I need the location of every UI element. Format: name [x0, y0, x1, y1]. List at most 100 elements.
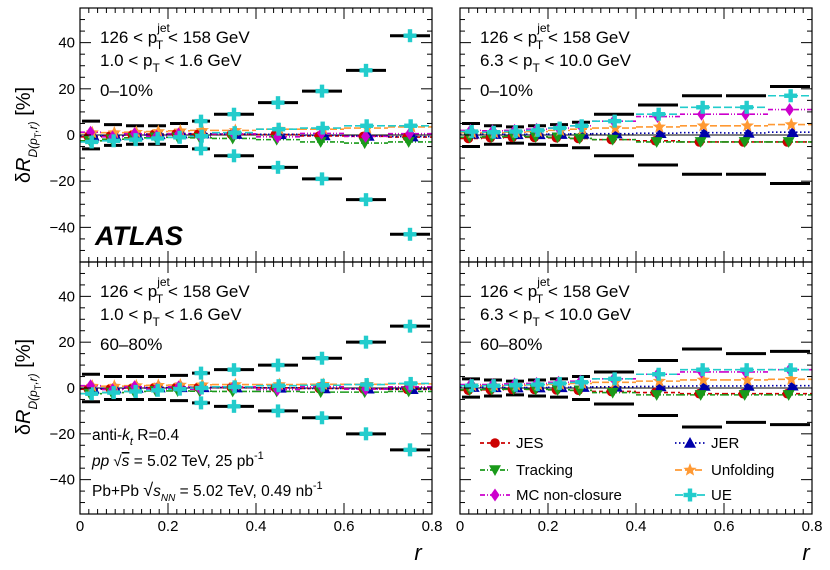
- marker-ue-v: [535, 378, 540, 392]
- y-tick-label: −20: [50, 173, 75, 190]
- marker-unfolding: [696, 118, 710, 132]
- marker-ue-v: [700, 100, 705, 114]
- marker-tracking: [694, 390, 707, 401]
- marker-ue-lower-v: [231, 149, 237, 163]
- ue-total-markers: [194, 29, 417, 241]
- legend-label-ue: UE: [711, 487, 732, 504]
- marker-ue-v: [276, 379, 281, 393]
- markers-ue: [85, 376, 418, 401]
- marker-unfolding: [696, 372, 710, 386]
- marker-unfolding: [784, 117, 798, 131]
- legend-label-jes: JES: [516, 435, 544, 452]
- marker-jer: [786, 126, 799, 138]
- marker-tracking: [694, 137, 707, 148]
- marker-ue-v: [744, 363, 749, 377]
- marker-ue-lower-v: [407, 443, 413, 457]
- marker-tracking: [738, 390, 751, 401]
- marker-unfolding: [151, 124, 165, 138]
- marker-tracking: [606, 134, 619, 146]
- x-tick-label: 0.6: [334, 518, 355, 535]
- panel-plot-area: [80, 319, 432, 457]
- y-tick-label: 20: [58, 334, 75, 351]
- legend-label-mc-non-closure: MC non-closure: [516, 487, 622, 504]
- panel-track-pt-label: 6.3 < pT < 10.0 GeV: [480, 51, 632, 75]
- x-tick-label: 0: [456, 518, 464, 535]
- y-tick-label: 40: [58, 288, 75, 305]
- marker-ue-v: [557, 121, 562, 135]
- marker-unfolding: [740, 372, 754, 386]
- panels-layer: [79, 7, 813, 515]
- marker-ue-v: [408, 376, 413, 390]
- marker-ue-v: [744, 100, 749, 114]
- marker-ue-v: [513, 125, 518, 139]
- legend-item-ue: UE: [675, 487, 732, 504]
- marker-ue-lower-v: [231, 399, 237, 413]
- marker-ue-v: [199, 129, 204, 143]
- panel-centrality-label: 0–10%: [100, 81, 153, 100]
- x-tick-label: 0.2: [538, 518, 559, 535]
- marker-ue-v: [557, 376, 562, 390]
- legend-item-unfolding: Unfolding: [675, 462, 774, 479]
- marker-unfolding: [740, 118, 754, 132]
- panel-plot-area: [460, 347, 812, 429]
- marker-ue-upper-v: [363, 335, 369, 349]
- marker-tracking: [358, 138, 371, 150]
- marker-ue-upper-v: [363, 63, 369, 77]
- x-tick-label: 0: [76, 518, 84, 535]
- marker-ue-v: [111, 386, 116, 400]
- marker-mc-non-closure: [785, 103, 795, 117]
- markers-ue: [465, 89, 798, 139]
- panel-bottom-left: [79, 261, 433, 515]
- marker-ue-v: [788, 89, 793, 103]
- marker-tracking: [402, 137, 415, 148]
- marker-ue-v: [232, 126, 237, 140]
- info-pp-luminosity: pp √s = 5.02 TeV, 25 pb-1: [91, 450, 264, 470]
- marker-ue-lower-v: [363, 427, 369, 441]
- y-tick-label: 0: [67, 127, 75, 144]
- marker-ue-v: [491, 379, 496, 393]
- marker-unfolding: [107, 379, 121, 392]
- marker-ue-upper-v: [319, 84, 325, 98]
- legend-label-unfolding: Unfolding: [711, 462, 774, 479]
- legend-marker-jer: [684, 437, 696, 448]
- x-axis-title-left: r: [414, 540, 423, 565]
- marker-unfolding: [107, 125, 121, 139]
- marker-ue-v: [469, 379, 474, 393]
- marker-tracking: [551, 132, 564, 144]
- panel-top-right: [459, 7, 813, 263]
- marker-ue-v: [469, 125, 474, 139]
- marker-tracking: [782, 137, 795, 148]
- legend-item-mc-non-closure: MC non-closure: [480, 487, 622, 504]
- x-tick-label: 0.8: [422, 518, 443, 535]
- ue-total-markers: [194, 319, 417, 457]
- marker-ue-upper-v: [275, 96, 281, 110]
- y-axis-title: δRD(pT,r) [%]: [13, 87, 43, 183]
- marker-jer: [742, 126, 755, 138]
- y-axis-title: δRD(pT,r) [%]: [13, 339, 43, 435]
- marker-ue-v: [89, 135, 94, 149]
- y-tick-label: 40: [58, 35, 75, 52]
- marker-jer: [654, 380, 667, 392]
- marker-ue-lower-v: [319, 172, 325, 186]
- panel-track-pt-label: 1.0 < pT < 1.6 GeV: [100, 305, 242, 329]
- marker-ue-v: [612, 114, 617, 128]
- info-jet-definition: anti-kt R=0.4: [92, 427, 179, 448]
- marker-ue-v: [612, 372, 617, 386]
- marker-tracking: [606, 387, 619, 399]
- x-axis-title-right: r: [802, 540, 811, 565]
- x-tick-label: 0.6: [714, 518, 735, 535]
- panel-jet-pt-label: 126 < pjet T < 158 GeV: [480, 21, 630, 52]
- marker-ue-v: [320, 121, 325, 135]
- marker-tracking: [782, 390, 795, 401]
- marker-tracking: [650, 390, 663, 401]
- legend-marker-mc-non-closure: [490, 488, 500, 502]
- x-tick-label: 0.4: [626, 518, 647, 535]
- marker-ue-lower-v: [407, 227, 413, 241]
- legend-marker-ue-v: [687, 488, 693, 502]
- panel-jet-pt-label: 126 < pjet T < 158 GeV: [480, 275, 630, 306]
- marker-ue-v: [199, 381, 204, 395]
- legend-label-jer: JER: [711, 435, 740, 452]
- marker-mc-non-closure: [361, 129, 371, 143]
- marker-ue-lower-v: [275, 160, 281, 174]
- marker-ue-v: [656, 107, 661, 121]
